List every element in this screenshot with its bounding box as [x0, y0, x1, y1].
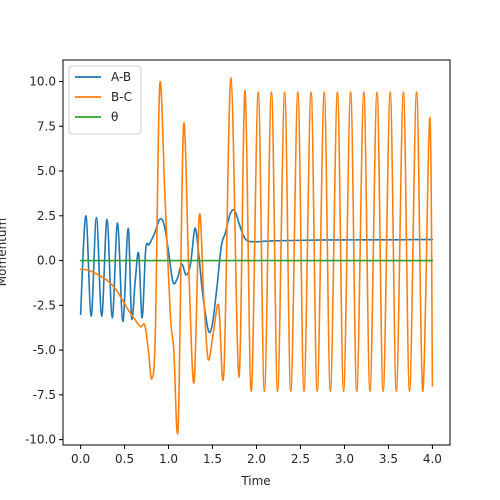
series-layer: [79, 77, 434, 435]
y-tick-label: 0.0: [37, 254, 56, 268]
y-tick-label: 2.5: [37, 209, 56, 223]
y-tick-label: 5.0: [37, 164, 56, 178]
x-axis-label: Time: [240, 474, 270, 488]
x-tick-label: 0.0: [71, 452, 90, 466]
legend-label-b-c: B-C: [111, 90, 132, 104]
legend: A-B B-C θ: [68, 65, 142, 135]
legend-label-a-b: A-B: [111, 70, 131, 84]
x-tick-label: 4.0: [423, 452, 442, 466]
x-tick-label: 3.0: [335, 452, 354, 466]
y-tick-label: 7.5: [37, 119, 56, 133]
x-ticks: 0.0 0.5 1.0 1.5 2.0 2.5 3.0 3.5 4.0: [71, 445, 442, 466]
y-ticks: -10.0 -7.5 -5.0 -2.5 0.0 2.5 5.0 7.5 10.0: [25, 74, 63, 447]
y-axis-label: Momentum: [0, 218, 9, 286]
y-tick-label: -5.0: [33, 343, 56, 357]
legend-label-theta: θ: [111, 110, 118, 124]
x-tick-label: 2.0: [247, 452, 266, 466]
x-tick-label: 1.0: [159, 452, 178, 466]
y-tick-label: -7.5: [33, 388, 56, 402]
y-tick-label: -2.5: [33, 298, 56, 312]
series-line-b-c: [79, 77, 434, 435]
x-tick-label: 2.5: [291, 452, 310, 466]
y-tick-label: 10.0: [29, 74, 56, 88]
x-tick-label: 0.5: [115, 452, 134, 466]
y-tick-label: -10.0: [25, 433, 56, 447]
x-tick-label: 3.5: [379, 452, 398, 466]
x-tick-label: 1.5: [203, 452, 222, 466]
